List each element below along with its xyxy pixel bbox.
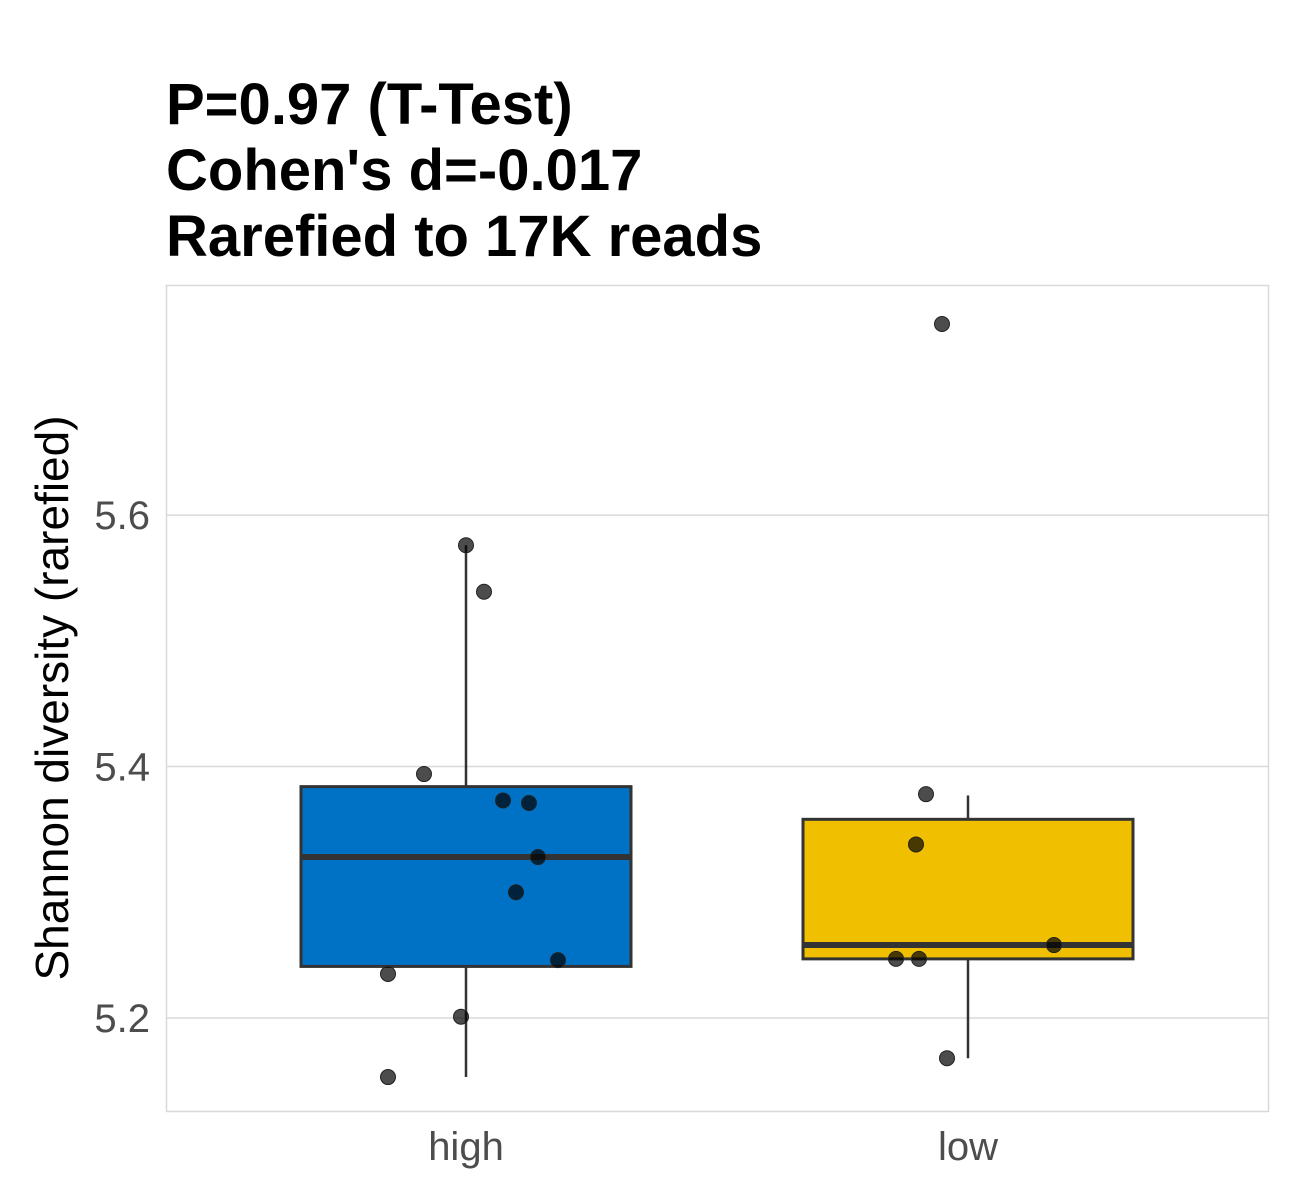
y-tick-label: 5.6 — [94, 494, 150, 538]
box-high — [299, 785, 633, 968]
y-tick-label: 5.2 — [94, 997, 150, 1041]
boxes — [299, 545, 1135, 1078]
data-point — [888, 950, 904, 967]
data-point — [380, 1069, 396, 1086]
data-point — [495, 792, 511, 809]
data-point — [1046, 937, 1062, 954]
data-point — [934, 315, 950, 332]
plot-panel-border — [165, 284, 1270, 1113]
data-point — [380, 965, 396, 982]
chart-title: P=0.97 (T-Test) Cohen's d=-0.017 Rarefie… — [166, 72, 762, 270]
title-line-1: P=0.97 (T-Test) — [166, 72, 573, 137]
data-point — [918, 786, 934, 803]
data-point — [508, 884, 524, 901]
data-point — [416, 766, 432, 783]
y-axis-ticks: 5.2 5.4 5.6 — [94, 494, 150, 1041]
x-tick-label: low — [938, 1125, 998, 1169]
data-point — [939, 1050, 955, 1067]
title-line-2: Cohen's d=-0.017 — [166, 138, 643, 203]
y-tick-label: 5.4 — [94, 746, 150, 790]
data-point — [453, 1008, 469, 1025]
data-point — [911, 950, 927, 967]
data-point — [550, 952, 566, 969]
data-point — [908, 836, 924, 853]
data-point — [476, 583, 492, 600]
grid-lines — [166, 514, 1268, 1019]
data-points — [380, 315, 1062, 1086]
y-axis-title: Shannon diversity (rarefied) — [26, 415, 78, 980]
box-low — [801, 817, 1135, 961]
data-point — [521, 794, 537, 811]
x-tick-label: high — [428, 1125, 504, 1169]
title-line-3: Rarefied to 17K reads — [166, 204, 763, 269]
data-point — [458, 537, 474, 554]
data-point — [530, 849, 546, 866]
x-axis-ticks: high low — [428, 1125, 998, 1169]
